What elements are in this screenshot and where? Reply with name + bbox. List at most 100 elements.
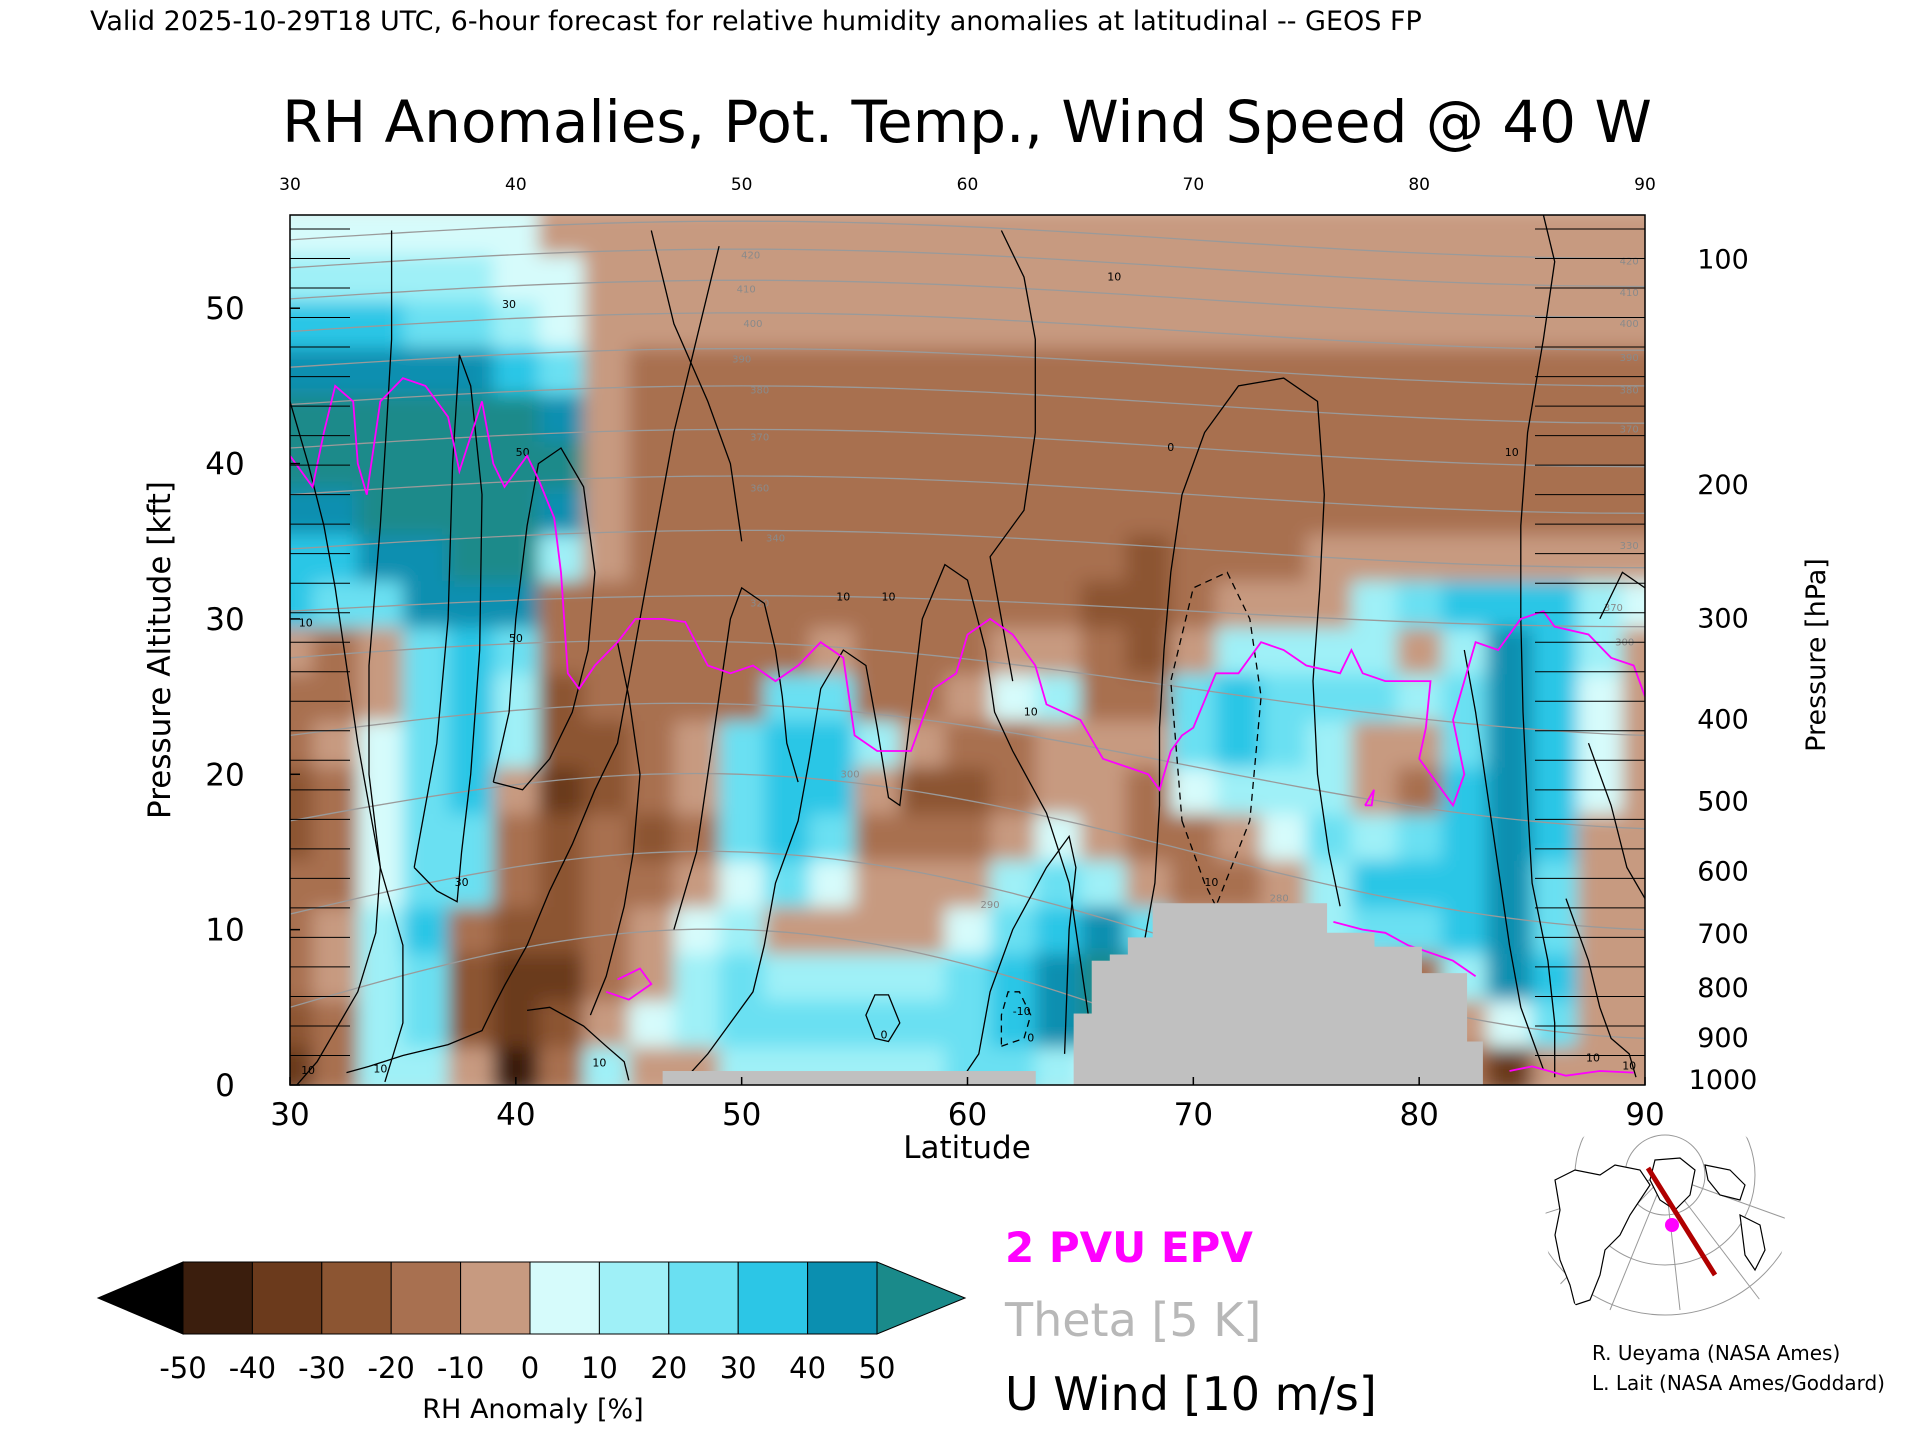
- heatmap-cell: [1170, 215, 1217, 255]
- theta-contour: [290, 385, 1645, 424]
- heatmap-cell: [1396, 347, 1443, 395]
- heatmap-cell: [719, 952, 766, 1001]
- u-wind-contour: [684, 563, 1093, 1080]
- heatmap-cell: [312, 1046, 359, 1085]
- heatmap-cell: [944, 533, 992, 582]
- heatmap-cell: [1125, 533, 1172, 582]
- heatmap-cell: [312, 253, 359, 302]
- heatmap-cell: [899, 906, 946, 954]
- y-right-tick-label: 300: [1697, 603, 1749, 634]
- heatmap-cell: [1396, 813, 1443, 861]
- heatmap-cell: [1486, 300, 1534, 348]
- heatmap-cell: [493, 813, 540, 861]
- u-wind-label: 50: [509, 632, 523, 645]
- u-wind-contour: [673, 586, 799, 930]
- theta-label: 400: [743, 319, 762, 330]
- heatmap-cell: [1125, 673, 1172, 721]
- heatmap-cell: [290, 440, 314, 488]
- u-wind-label: 50: [516, 446, 530, 459]
- theta-contour: [290, 428, 1645, 468]
- colorbar-segment: [321, 1261, 392, 1335]
- heatmap-cell: [1396, 440, 1443, 488]
- heatmap-cell: [493, 719, 540, 768]
- heatmap-cell: [290, 215, 314, 255]
- theta-label: 300: [1615, 637, 1634, 648]
- epv-contour: [605, 967, 653, 1001]
- u-wind-label: 10: [836, 590, 850, 603]
- heatmap-cell: [448, 952, 495, 1001]
- heatmap-cell: [1261, 215, 1308, 255]
- heatmap-cell: [628, 999, 675, 1048]
- heatmap-cell: [290, 906, 314, 954]
- heatmap-cell: [1622, 440, 1645, 488]
- heatmap-cell: [944, 393, 992, 442]
- heatmap-cell: [1170, 673, 1217, 721]
- heatmap-cell: [493, 580, 540, 628]
- heatmap-cell: [1577, 393, 1624, 442]
- heatmap-cell: [1035, 673, 1082, 721]
- heatmap-cell: [312, 673, 359, 721]
- heatmap-cell: [290, 533, 314, 582]
- heatmap-cell: [402, 215, 450, 255]
- heatmap-cell: [1622, 215, 1645, 255]
- heatmap-cell: [673, 673, 721, 721]
- heatmap-cell: [583, 673, 630, 721]
- y-right-tick-label: 600: [1697, 857, 1749, 888]
- epv-contour: [1333, 921, 1477, 978]
- u-wind-contour: [1565, 898, 1637, 1078]
- heatmap-cell: [1486, 952, 1534, 1001]
- heatmap-cell: [1035, 486, 1082, 535]
- heatmap-cell: [899, 486, 946, 535]
- heatmap-cell: [1486, 533, 1534, 582]
- heatmap-cell: [990, 580, 1037, 628]
- heatmap-cell: [1351, 626, 1398, 675]
- heatmap-cell: [290, 952, 314, 1001]
- heatmap-cell: [1532, 347, 1579, 395]
- terrain-block: [1091, 960, 1111, 1085]
- heatmap-cell: [1532, 215, 1579, 255]
- heatmap-cell: [990, 347, 1037, 395]
- heatmap-cell: [1125, 719, 1172, 768]
- heatmap-cell: [1125, 347, 1172, 395]
- heatmap-cell: [990, 300, 1037, 348]
- heatmap-cell: [809, 999, 856, 1048]
- heatmap-cell: [764, 253, 811, 302]
- epv-contour: [290, 377, 1645, 808]
- heatmap-cell: [944, 215, 992, 255]
- heatmap-cell: [583, 486, 630, 535]
- heatmap-cell: [764, 580, 811, 628]
- heatmap-cell: [1622, 859, 1645, 908]
- heatmap-cell: [719, 859, 766, 908]
- heatmap-cell: [1035, 813, 1082, 861]
- heatmap-cell: [1486, 766, 1534, 815]
- heatmap-cell: [990, 440, 1037, 488]
- colorbar-tick-label: 40: [789, 1351, 826, 1385]
- heatmap-cell: [1532, 813, 1579, 861]
- x-tick-label: 30: [270, 1097, 309, 1133]
- heatmap-cell: [854, 1046, 901, 1085]
- heatmap-cell: [1261, 393, 1308, 442]
- theta-label: 320: [750, 599, 769, 610]
- heatmap-cell: [1441, 215, 1488, 255]
- heatmap-cell: [1577, 440, 1624, 488]
- heatmap-cell: [1351, 486, 1398, 535]
- u-wind-label: 0: [880, 1028, 887, 1041]
- colorbar-segment: [390, 1261, 462, 1335]
- heatmap-cell: [583, 347, 630, 395]
- theta-label: 390: [732, 355, 751, 366]
- heatmap-cell: [448, 300, 495, 348]
- heatmap-cell: [1125, 486, 1172, 535]
- y-right-tick-label: 500: [1697, 787, 1749, 818]
- heatmap-cell: [448, 999, 495, 1048]
- terrain-block: [1326, 932, 1375, 1085]
- heatmap-cell: [673, 533, 721, 582]
- heatmap-cell: [809, 300, 856, 348]
- heatmap-cell: [1080, 300, 1127, 348]
- colorbar-segment: [807, 1261, 878, 1335]
- heatmap-cell: [312, 533, 359, 582]
- heatmap-cell: [1396, 626, 1443, 675]
- heatmap-cell: [1306, 440, 1353, 488]
- heatmap-cell: [1532, 906, 1579, 954]
- theta-label: 280: [1270, 894, 1289, 905]
